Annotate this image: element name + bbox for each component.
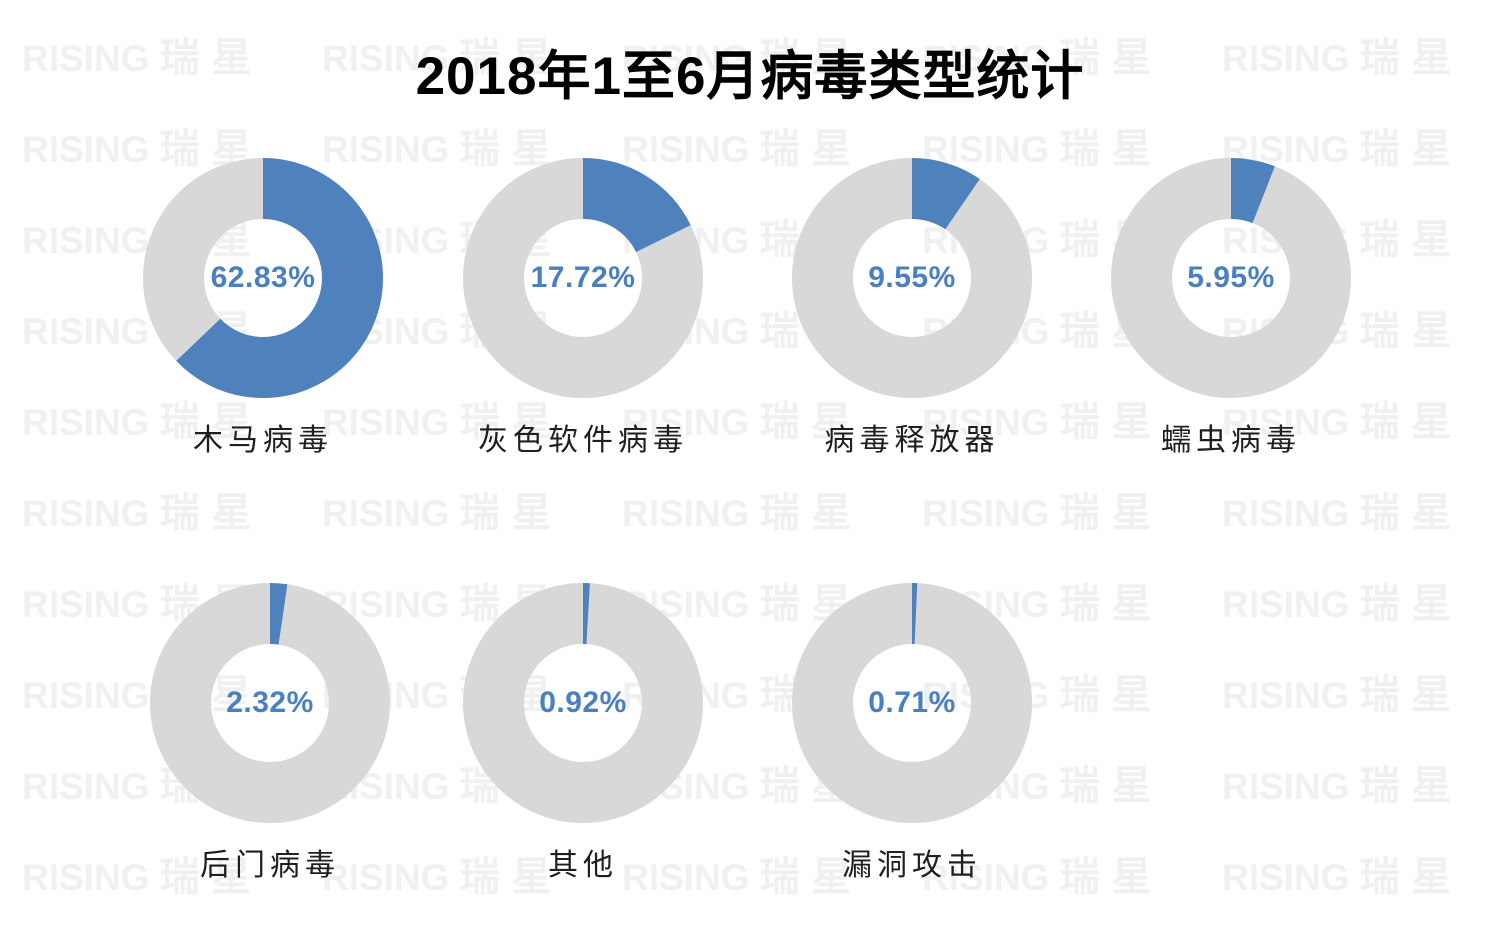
watermark-brand-text: RISING 瑞星	[1222, 493, 1500, 533]
watermark-rising-logo-text: RISING	[1222, 493, 1350, 534]
donut-cell-trojan-virus: 62.83% 木马病毒	[143, 158, 383, 459]
watermark-rising-logo-text: RISING	[22, 311, 150, 352]
donut-svg-worm-virus	[1111, 158, 1351, 398]
donut-cell-virus-dropper: 9.55% 病毒释放器	[792, 158, 1032, 459]
watermark-ruixing-text: 瑞星	[459, 491, 564, 535]
percent-label: 0.92%	[539, 686, 627, 719]
watermark-row: RISING 瑞星 RISING 瑞星 RISING 瑞星 RISING 瑞星 RISING 瑞星	[22, 493, 1500, 533]
watermark-brand-text: RISING 瑞星	[1222, 675, 1500, 715]
percent-label: 0.71%	[868, 686, 956, 719]
donut-value-slice	[792, 158, 1032, 398]
donut-svg-backdoor-virus	[150, 583, 390, 823]
donut-cell-exploit-attack: 0.71% 漏洞攻击	[792, 583, 1032, 884]
category-label: 其他	[548, 849, 618, 882]
watermark-rising-logo-text: RISING	[622, 493, 750, 534]
donut-value-slice	[463, 583, 703, 823]
donut-virus-dropper: 9.55%	[792, 158, 1032, 398]
watermark-ruixing-text: 瑞星	[1359, 582, 1464, 626]
watermark-rising-logo-text: RISING	[1222, 857, 1350, 898]
watermark-brand-text: RISING 瑞星	[622, 493, 922, 533]
watermark-brand-text: RISING 瑞星	[322, 493, 622, 533]
watermark-ruixing-text: 瑞星	[1059, 855, 1164, 899]
donut-value-slice	[792, 583, 1032, 823]
watermark-ruixing-text: 瑞星	[1359, 309, 1464, 353]
category-label: 木马病毒	[193, 424, 333, 457]
watermark-rising-logo-text: RISING	[22, 857, 150, 898]
watermark-rising-logo-text: RISING	[1222, 584, 1350, 625]
watermark-ruixing-text: 瑞星	[1059, 764, 1164, 808]
donut-worm-virus: 5.95%	[1111, 158, 1351, 398]
watermark-ruixing-text: 瑞星	[759, 491, 864, 535]
watermark-ruixing-text: 瑞星	[1359, 491, 1464, 535]
category-label: 后门病毒	[200, 849, 340, 882]
donut-backdoor-virus: 2.32%	[150, 583, 390, 823]
category-label: 病毒释放器	[824, 424, 1000, 457]
donut-grayware-virus: 17.72%	[463, 158, 703, 398]
percent-label: 17.72%	[530, 261, 636, 294]
donut-svg-grayware-virus	[463, 158, 703, 398]
donut-svg-trojan-virus	[143, 158, 383, 398]
donut-cell-backdoor-virus: 2.32% 后门病毒	[150, 583, 390, 884]
donut-others: 0.92%	[463, 583, 703, 823]
watermark-rising-logo-text: RISING	[922, 493, 1050, 534]
watermark-rising-logo-text: RISING	[322, 493, 450, 534]
donut-value-slice	[150, 583, 390, 823]
watermark-ruixing-text: 瑞星	[1059, 491, 1164, 535]
donut-svg-exploit-attack	[792, 583, 1032, 823]
watermark-ruixing-text: 瑞星	[1059, 673, 1164, 717]
percent-label: 62.83%	[210, 261, 316, 294]
watermark-brand-text: RISING 瑞星	[922, 493, 1222, 533]
category-label: 漏洞攻击	[842, 849, 982, 882]
category-label: 灰色软件病毒	[478, 424, 688, 457]
percent-label: 9.55%	[868, 261, 956, 294]
watermark-rising-logo-text: RISING	[1222, 766, 1350, 807]
watermark-rising-logo-text: RISING	[22, 584, 150, 625]
watermark-rising-logo-text: RISING	[22, 220, 150, 261]
watermark-ruixing-text: 瑞星	[1059, 582, 1164, 626]
watermark-brand-text: RISING 瑞星	[22, 493, 322, 533]
donut-svg-others	[463, 583, 703, 823]
watermark-ruixing-text: 瑞星	[1359, 400, 1464, 444]
watermark-ruixing-text: 瑞星	[1359, 764, 1464, 808]
watermark-ruixing-text: 瑞星	[1359, 673, 1464, 717]
donut-exploit-attack: 0.71%	[792, 583, 1032, 823]
donut-value-slice	[1111, 158, 1351, 398]
watermark-rising-logo-text: RISING	[22, 493, 150, 534]
watermark-rising-logo-text: RISING	[22, 766, 150, 807]
watermark-ruixing-text: 瑞星	[159, 491, 264, 535]
donut-value-slice	[463, 158, 703, 398]
watermark-ruixing-text: 瑞星	[1359, 127, 1464, 171]
donut-value-slice	[143, 158, 383, 398]
watermark-rising-logo-text: RISING	[1222, 675, 1350, 716]
watermark-ruixing-text: 瑞星	[1359, 855, 1464, 899]
percent-label: 2.32%	[226, 686, 314, 719]
chart-title: 2018年1至6月病毒类型统计	[415, 47, 1085, 106]
donut-trojan-virus: 62.83%	[143, 158, 383, 398]
donut-svg-virus-dropper	[792, 158, 1032, 398]
watermark-brand-text: RISING 瑞星	[1222, 857, 1500, 897]
donut-cell-others: 0.92% 其他	[463, 583, 703, 884]
watermark-rising-logo-text: RISING	[22, 129, 150, 170]
watermark-brand-text: RISING 瑞星	[1222, 584, 1500, 624]
watermark-rising-logo-text: RISING	[22, 675, 150, 716]
donut-cell-worm-virus: 5.95% 蠕虫病毒	[1111, 158, 1351, 459]
donut-cell-grayware-virus: 17.72% 灰色软件病毒	[463, 158, 703, 459]
watermark-rising-logo-text: RISING	[22, 402, 150, 443]
category-label: 蠕虫病毒	[1161, 424, 1301, 457]
watermark-ruixing-text: 瑞星	[1359, 218, 1464, 262]
percent-label: 5.95%	[1187, 261, 1275, 294]
watermark-brand-text: RISING 瑞星	[1222, 766, 1500, 806]
